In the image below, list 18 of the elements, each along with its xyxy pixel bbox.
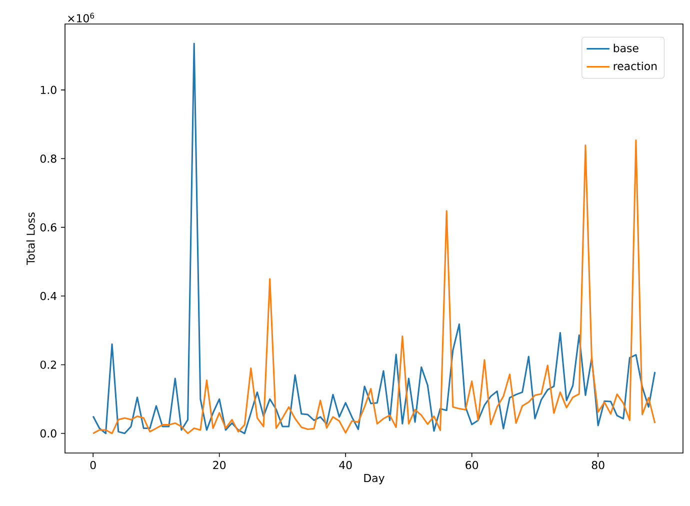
x-tick-label: 80	[592, 460, 604, 470]
y-tick-label: 0.4	[40, 292, 56, 300]
legend-label: reaction	[614, 62, 657, 70]
x-tick-label: 40	[339, 460, 352, 470]
line-series	[92, 42, 656, 434]
x-tick-label: 20	[213, 460, 226, 470]
line-series	[92, 139, 656, 434]
x-axis-title: Day	[364, 474, 384, 484]
y-tick-label: 0.2	[40, 360, 56, 369]
y-tick-label: 1.0	[40, 86, 56, 94]
y-tick-label: 0.8	[40, 154, 56, 163]
x-tick-label: 60	[466, 460, 478, 470]
text: ×10$^{6}$	[68, 12, 94, 22]
y-tick-label: 0.6	[40, 223, 56, 232]
y-tick-label: 0.0	[40, 429, 56, 438]
y-axis-title: Total Loss	[26, 212, 35, 266]
legend-label: base	[614, 44, 638, 52]
x-tick-label: 0	[90, 460, 96, 470]
